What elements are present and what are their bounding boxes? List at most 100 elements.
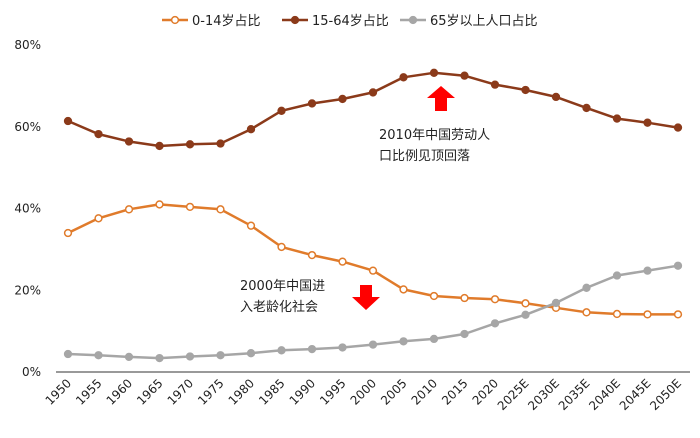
data-point xyxy=(368,340,378,349)
data-point xyxy=(246,125,256,134)
x-tick-label: 2025E xyxy=(495,376,532,413)
data-point xyxy=(460,71,469,80)
x-tick-label: 2005 xyxy=(378,376,409,407)
y-tick-label: 60% xyxy=(14,120,41,134)
legend-swatch-marker xyxy=(290,15,300,25)
data-point xyxy=(277,242,286,252)
x-tick-label: 2015 xyxy=(439,376,470,407)
x-tick-label: 1955 xyxy=(73,376,104,407)
x-tick-label: 1970 xyxy=(165,376,196,407)
data-point xyxy=(94,129,103,139)
data-point xyxy=(368,266,378,275)
legend-item: 15-64岁占比 xyxy=(282,14,389,29)
data-point xyxy=(399,337,408,346)
annotation-text-line: 2000年中国进 xyxy=(240,279,325,294)
data-point xyxy=(460,329,469,339)
legend-item: 0-14岁占比 xyxy=(162,14,261,29)
x-tick-label: 1985 xyxy=(256,376,287,407)
data-point xyxy=(155,141,164,151)
data-point xyxy=(612,114,622,123)
up-arrow-icon xyxy=(427,86,455,111)
annotation-text-line: 口比例见顶回落 xyxy=(379,149,470,164)
data-point xyxy=(338,94,347,104)
annotation-text-line: 2010年中国劳动人 xyxy=(379,127,490,143)
x-tick-label: 2050E xyxy=(647,376,684,413)
legend-label: 15-64岁占比 xyxy=(312,14,389,29)
x-tick-label: 2045E xyxy=(617,376,654,413)
legend-label: 0-14岁占比 xyxy=(192,14,261,29)
data-point xyxy=(612,309,622,319)
data-point xyxy=(277,106,286,115)
x-tick-label: 1965 xyxy=(134,376,165,407)
data-point xyxy=(307,344,317,354)
data-point xyxy=(216,205,225,214)
x-tick-label: 1995 xyxy=(317,376,348,407)
x-tick-label: 2030E xyxy=(525,376,562,413)
data-point xyxy=(63,228,73,238)
y-tick-label: 0% xyxy=(22,365,41,379)
down-arrow-icon xyxy=(352,285,380,310)
data-point xyxy=(429,334,439,344)
legend-swatch-marker xyxy=(408,15,418,25)
data-point xyxy=(490,319,500,328)
data-point xyxy=(551,92,561,102)
data-point xyxy=(94,351,103,360)
data-point xyxy=(63,116,73,126)
data-point xyxy=(155,200,164,209)
y-axis: 0% 20% 40% 60% 80% xyxy=(14,38,41,379)
data-point xyxy=(338,343,347,352)
data-point xyxy=(399,285,408,294)
chart-legend: 0-14岁占比 15-64岁占比 65岁以上人口占比 xyxy=(162,14,538,29)
x-axis: 1950 1955 1960 1965 1970 1975 1980 1985 1990 1995… xyxy=(43,371,690,413)
data-point xyxy=(124,205,134,214)
data-point xyxy=(490,80,500,89)
data-point xyxy=(643,118,652,127)
data-point xyxy=(399,73,408,82)
data-point xyxy=(216,351,225,360)
data-point xyxy=(429,291,439,301)
data-point xyxy=(338,257,347,266)
legend-label: 65岁以上人口占比 xyxy=(430,14,538,29)
annotation-text-line: 入老龄化社会 xyxy=(240,299,318,315)
data-point xyxy=(673,310,683,319)
series-layer xyxy=(63,68,683,363)
data-point xyxy=(643,266,652,275)
data-point xyxy=(124,137,134,146)
data-point xyxy=(307,99,317,108)
data-point xyxy=(185,352,195,361)
legend-item: 65岁以上人口占比 xyxy=(400,14,538,29)
data-point xyxy=(490,295,500,304)
data-point xyxy=(246,349,256,358)
x-tick-label: 1960 xyxy=(104,376,135,407)
data-point xyxy=(124,352,134,362)
data-point xyxy=(643,310,652,319)
data-point xyxy=(521,85,530,95)
data-point xyxy=(521,310,530,319)
data-point xyxy=(612,271,622,280)
data-point xyxy=(582,103,591,113)
data-point xyxy=(246,221,256,230)
data-point xyxy=(582,283,591,292)
x-tick-label: 2000 xyxy=(348,376,379,407)
data-point xyxy=(582,308,591,317)
data-point xyxy=(673,123,683,132)
data-point xyxy=(63,349,73,359)
y-tick-label: 80% xyxy=(14,38,41,52)
x-tick-label: 1990 xyxy=(287,376,318,407)
x-tick-label: 2010 xyxy=(409,376,440,407)
x-tick-label: 1950 xyxy=(43,376,74,407)
data-point xyxy=(521,299,530,308)
data-point xyxy=(460,293,469,303)
data-point xyxy=(307,250,317,260)
data-point xyxy=(185,202,195,212)
data-point xyxy=(155,353,164,363)
y-tick-label: 20% xyxy=(14,283,41,297)
data-point xyxy=(551,298,561,308)
x-tick-label: 2035E xyxy=(556,376,593,413)
data-point xyxy=(277,346,286,355)
data-point xyxy=(185,140,195,149)
x-tick-label: 1980 xyxy=(226,376,257,407)
